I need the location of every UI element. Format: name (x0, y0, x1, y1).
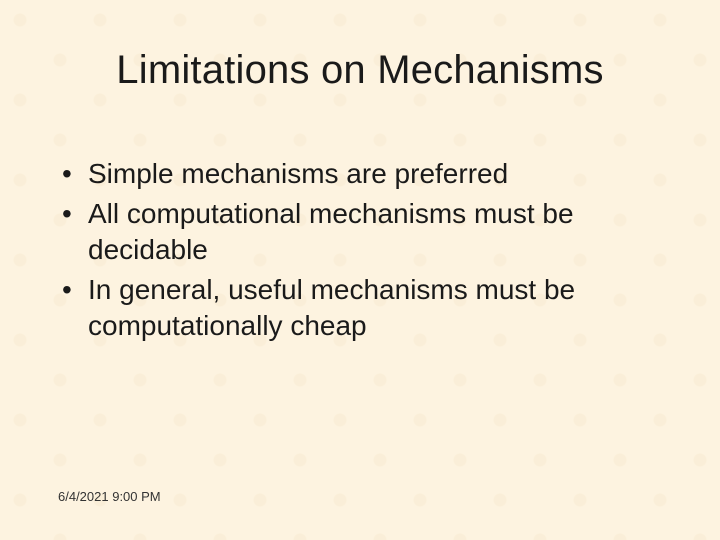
slide-title: Limitations on Mechanisms (0, 48, 720, 93)
bullet-list: Simple mechanisms are preferred All comp… (58, 156, 670, 344)
footer-timestamp: 6/4/2021 9:00 PM (58, 489, 161, 504)
bullet-item: All computational mechanisms must be dec… (58, 196, 670, 268)
bullet-item: Simple mechanisms are preferred (58, 156, 670, 192)
bullet-item: In general, useful mechanisms must be co… (58, 272, 670, 344)
slide-container: Limitations on Mechanisms Simple mechani… (0, 0, 720, 540)
slide-body: Simple mechanisms are preferred All comp… (58, 156, 670, 348)
